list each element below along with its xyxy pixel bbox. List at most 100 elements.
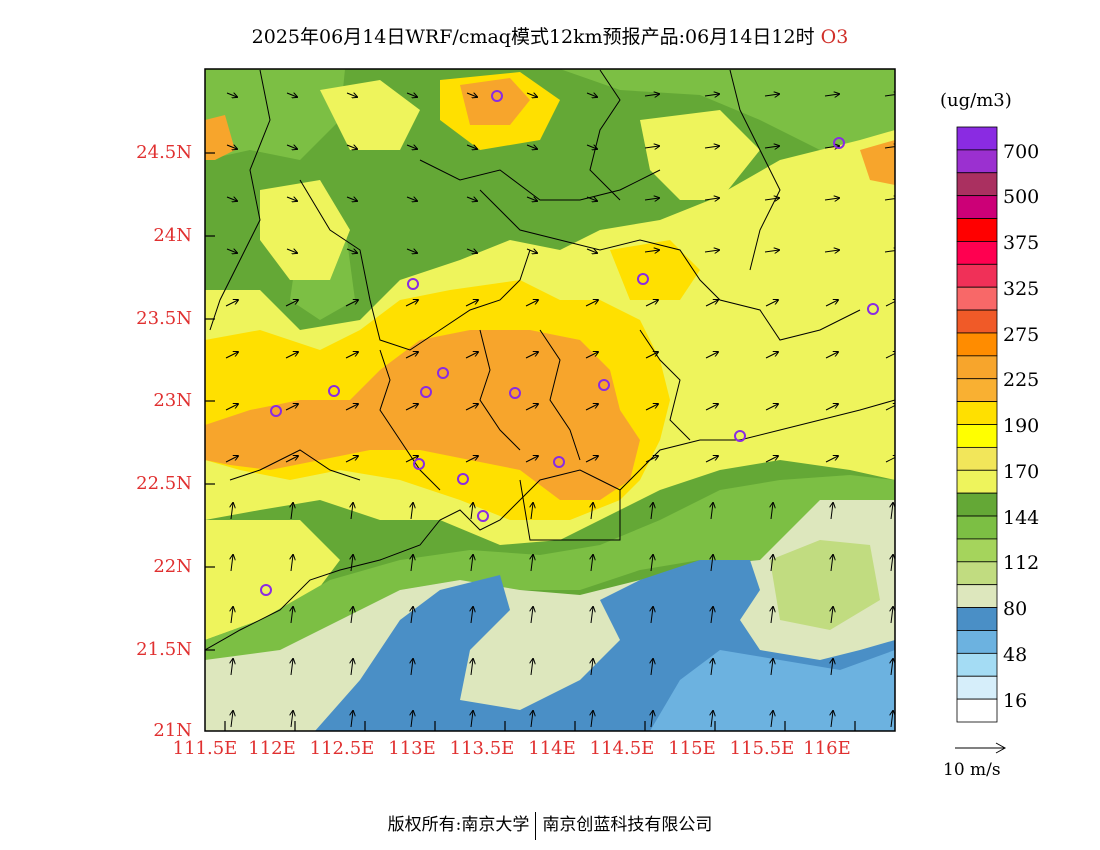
wind-arrow <box>231 555 233 572</box>
station-marker <box>598 379 610 391</box>
wind-arrow <box>764 94 779 96</box>
legend-swatch <box>956 172 998 197</box>
wind-arrow <box>351 503 353 520</box>
wind-arrow <box>645 456 658 463</box>
wind-arrow <box>645 300 658 307</box>
wind-arrow <box>291 607 293 624</box>
wind-arrow <box>885 404 895 411</box>
wind-arrow <box>711 711 713 728</box>
wind-arrow <box>411 555 413 572</box>
wind-arrow <box>705 456 718 463</box>
wind-arrow <box>704 198 719 200</box>
wind-arrow <box>225 352 238 359</box>
wind-arrow <box>526 197 537 201</box>
wind-arrow <box>291 711 293 728</box>
wind-arrow <box>644 198 659 200</box>
wind-arrow <box>644 94 659 96</box>
legend-swatch <box>956 378 998 403</box>
wind-arrow <box>831 503 833 520</box>
wind-arrow <box>525 352 538 359</box>
wind-arrow <box>585 404 598 411</box>
legend-label: 170 <box>1003 461 1040 483</box>
wind-arrow <box>711 659 713 676</box>
wind-arrow <box>831 607 833 624</box>
wind-arrow <box>891 659 893 676</box>
wind-arrow <box>651 555 653 572</box>
wind-arrow <box>585 300 598 307</box>
legend-swatch <box>956 607 998 631</box>
lat-label: 22.5N <box>136 473 192 494</box>
station-marker <box>407 278 419 290</box>
legend-swatch <box>956 263 998 288</box>
wind-arrow <box>891 607 893 624</box>
wind-arrow <box>831 555 833 572</box>
wind-arrow <box>771 607 773 624</box>
legend-label: 80 <box>1003 598 1028 620</box>
wind-arrow <box>591 659 593 676</box>
station-marker <box>491 90 503 102</box>
wind-key-arrow <box>955 742 1007 754</box>
wind-arrow <box>345 300 358 307</box>
wind-arrow <box>651 659 653 676</box>
wind-arrow <box>831 659 833 676</box>
wind-arrow <box>466 93 477 97</box>
legend-swatch <box>956 332 998 357</box>
station-marker <box>867 303 879 315</box>
wind-key-label: 10 m/s <box>943 760 1001 780</box>
wind-arrow <box>525 404 538 411</box>
wind-arrow <box>525 456 538 463</box>
wind-arrow <box>406 197 417 201</box>
lon-label: 112E <box>248 738 296 759</box>
wind-arrow <box>345 352 358 359</box>
wind-arrow <box>825 404 838 411</box>
wind-arrow <box>824 146 839 148</box>
station-marker <box>833 137 845 149</box>
wind-arrow <box>884 94 895 96</box>
wind-arrow <box>285 352 298 359</box>
wind-arrow <box>351 555 353 572</box>
map-frame <box>204 68 896 732</box>
legend-swatch <box>956 218 998 242</box>
lat-label: 21.5N <box>136 639 192 660</box>
chart-title-species: O3 <box>820 26 849 48</box>
wind-arrow <box>291 555 293 572</box>
legend-label: 16 <box>1003 690 1028 712</box>
wind-arrow <box>765 300 778 307</box>
lon-label: 114.5E <box>589 738 655 759</box>
wind-arrow <box>291 659 293 676</box>
legend-swatch <box>956 424 998 448</box>
wind-arrow <box>884 146 895 148</box>
lat-label: 22N <box>153 556 192 577</box>
legend-swatch <box>956 538 998 563</box>
wind-arrow <box>705 352 718 359</box>
wind-arrow <box>585 352 598 359</box>
wind-arrow <box>891 503 893 520</box>
wind-arrow <box>345 404 358 411</box>
legend-swatch <box>956 149 998 174</box>
legend-label: 144 <box>1003 507 1040 529</box>
wind-arrow <box>465 300 478 307</box>
wind-arrow <box>231 711 233 728</box>
wind-arrow <box>644 146 659 148</box>
wind-arrow <box>825 352 838 359</box>
legend-swatch <box>956 195 998 219</box>
wind-arrow <box>526 249 537 253</box>
lon-label: 115.5E <box>729 738 795 759</box>
wind-arrow <box>526 145 537 149</box>
wind-arrow <box>471 555 473 572</box>
wind-arrow <box>884 250 895 252</box>
wind-arrow <box>824 250 839 252</box>
wind-arrow <box>286 249 297 253</box>
wind-arrow <box>531 607 533 624</box>
station-marker <box>413 458 425 470</box>
wind-arrow <box>764 198 779 200</box>
wind-arrow <box>226 249 237 253</box>
legend-label: 375 <box>1003 232 1040 254</box>
wind-arrow <box>406 145 417 149</box>
wind-arrow <box>705 404 718 411</box>
wind-arrow <box>885 456 895 463</box>
legend-swatch <box>956 286 998 311</box>
station-marker <box>637 273 649 285</box>
wind-arrow <box>411 607 413 624</box>
wind-arrow <box>411 711 413 728</box>
